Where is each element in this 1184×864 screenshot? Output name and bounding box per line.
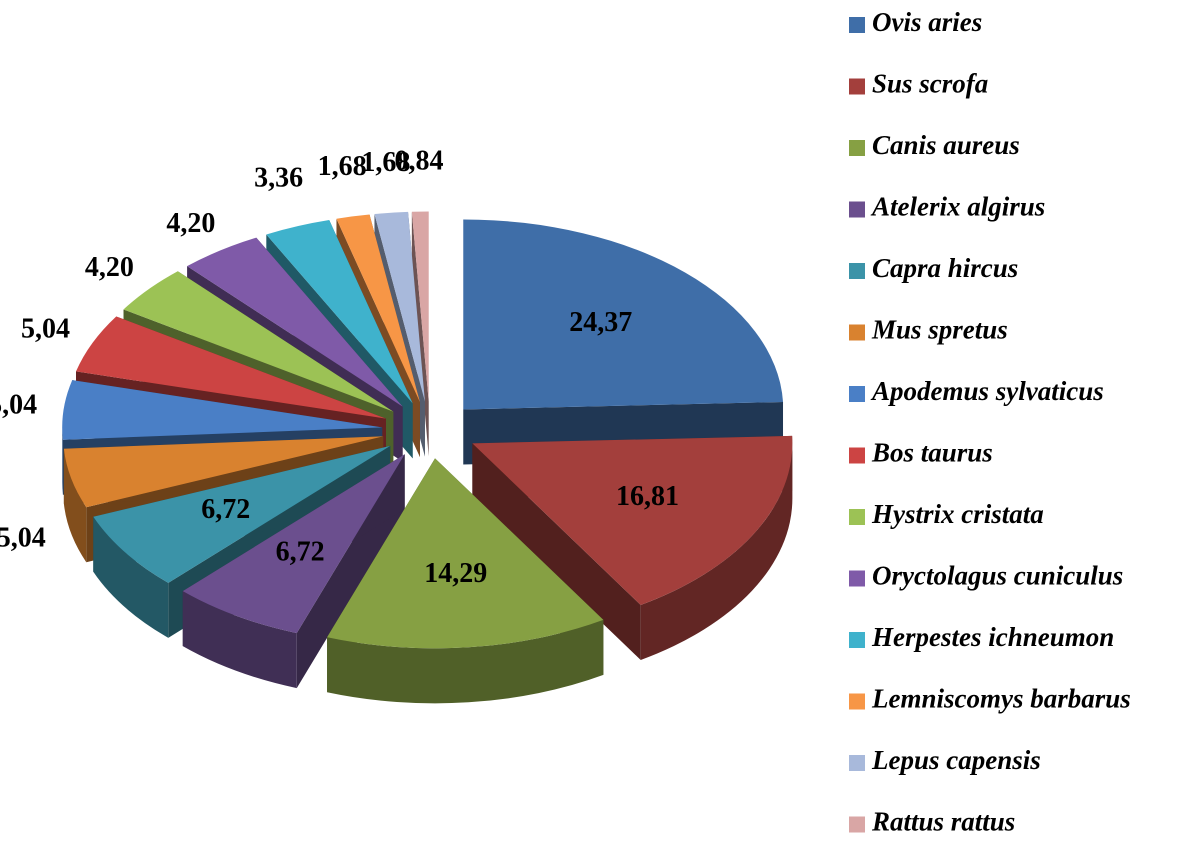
slice-top [411, 211, 429, 402]
slice-top [374, 211, 425, 402]
legend-swatch [849, 447, 865, 464]
legend-label: Mus spretus [871, 315, 1008, 345]
data-label: 6,72 [201, 494, 250, 525]
data-label: 3,36 [254, 162, 303, 193]
slice-top [187, 237, 403, 407]
legend-label: Oryctolagus cuniculus [872, 561, 1123, 591]
slice [327, 458, 604, 704]
data-label: 5,04 [0, 523, 46, 554]
legend-label: Herpestes ichneumon [871, 622, 1114, 652]
legend-label: Hystrix cristata [871, 499, 1044, 529]
legend-swatch [849, 263, 865, 279]
slice [411, 211, 429, 457]
slice-top [62, 380, 383, 440]
data-label: 14,29 [424, 558, 487, 589]
slice-wall [63, 448, 87, 563]
slice-top [93, 445, 391, 583]
slice-top [182, 454, 405, 634]
legend-swatch [849, 324, 865, 341]
legend-label: Lemniscomys barbarus [871, 684, 1131, 714]
data-label: 5,04 [0, 389, 37, 420]
data-label: 1,68 [361, 147, 410, 178]
slice-top [327, 458, 604, 649]
slice [182, 454, 405, 689]
slice-top [123, 271, 394, 412]
slice-top [63, 436, 384, 508]
slice [472, 435, 793, 660]
data-label: 24,37 [569, 307, 632, 338]
legend-label: Canis aureus [872, 130, 1020, 160]
legend-label: Sus scrofa [872, 69, 988, 99]
slice-side [411, 211, 429, 457]
slice-top [76, 316, 386, 419]
legend-swatch [849, 816, 865, 833]
data-label: 1,68 [318, 151, 367, 182]
legend-label: Atelerix algirus [870, 192, 1045, 222]
legend-swatch [849, 140, 865, 156]
legend-label: Capra hircus [872, 253, 1018, 283]
legend-label: Lepus capensis [871, 745, 1041, 775]
legend-label: Apodemus sylvaticus [870, 376, 1104, 406]
legend-label: Rattus rattus [871, 807, 1015, 837]
legend-swatch [849, 509, 865, 525]
slice-top [266, 220, 413, 404]
slice-wall [182, 591, 297, 689]
legend-label: Bos taurus [871, 438, 993, 468]
legend-swatch [849, 386, 865, 402]
slice-wall [327, 619, 604, 704]
legend-swatch [849, 570, 865, 587]
legend-label: Ovis aries [872, 7, 982, 37]
slice-wall [640, 443, 793, 660]
data-label: 4,20 [166, 208, 215, 239]
legend-swatch [849, 632, 865, 648]
slice-top [336, 214, 420, 403]
data-label: 4,20 [85, 252, 134, 283]
data-label: 16,81 [616, 481, 679, 512]
slice-wall [93, 516, 169, 638]
data-label: 6,72 [276, 537, 325, 568]
slice-top [472, 435, 793, 605]
legend-swatch [849, 693, 865, 710]
legend-swatch [849, 17, 865, 33]
slice-side [472, 443, 641, 660]
slice-top [463, 219, 784, 410]
slice [463, 219, 784, 465]
data-label: 0,84 [394, 146, 443, 177]
data-label: 5,04 [21, 313, 70, 344]
slice-wall [62, 427, 63, 495]
legend-swatch [849, 755, 865, 771]
legend-swatch [849, 201, 865, 218]
legend-swatch [849, 78, 865, 95]
